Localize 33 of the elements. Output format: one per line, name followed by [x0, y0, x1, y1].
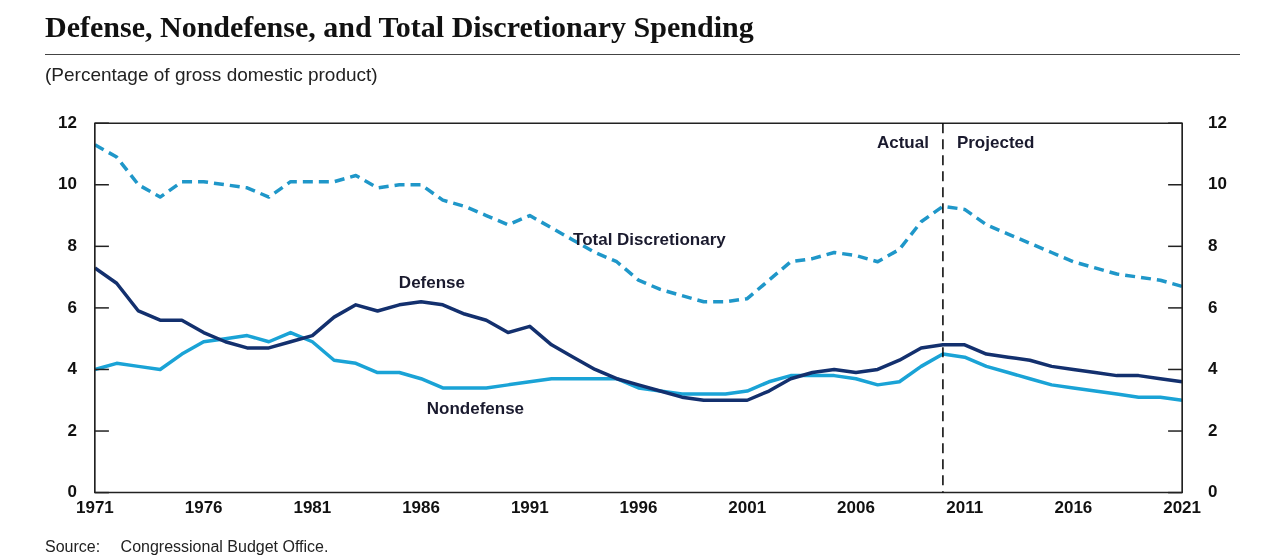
x-tick-label: 2011	[946, 498, 984, 518]
y-tick-label: 8	[67, 236, 77, 256]
y-tick-label: 4	[67, 359, 78, 379]
x-tick-label: 1986	[402, 498, 440, 518]
annotation: Actual	[876, 132, 929, 152]
series-label: Total Discretionary	[573, 229, 727, 249]
y-tick-label: 10	[57, 174, 77, 194]
y2-tick-label: 0	[1208, 482, 1218, 502]
annotation: Projected	[956, 132, 1035, 152]
x-tick-label: 1981	[293, 498, 332, 518]
x-tick-label: 2006	[837, 498, 875, 518]
y2-tick-label: 2	[1208, 420, 1218, 440]
x-tick-label: 1971	[76, 498, 114, 518]
x-tick-label: 1991	[510, 498, 549, 518]
series-label: Defense	[398, 272, 466, 292]
y-tick-label: 2	[67, 420, 77, 440]
x-tick-label: 2021	[1163, 498, 1201, 518]
y-tick-label: 12	[57, 112, 77, 132]
x-tick-label: 1996	[619, 498, 658, 518]
x-tick-label: 2001	[728, 498, 767, 518]
y-tick-label: 6	[67, 297, 77, 317]
y2-tick-label: 10	[1208, 174, 1228, 194]
chart-subtitle: (Percentage of gross domestic product)	[45, 64, 378, 86]
x-tick-label: 1976	[184, 498, 223, 518]
y2-tick-label: 4	[1208, 359, 1219, 379]
x-tick-label: 2016	[1054, 498, 1093, 518]
y2-tick-label: 6	[1208, 297, 1218, 317]
series-label: Nondefense	[426, 399, 525, 419]
chart-title: Defense, Nondefense, and Total Discretionary Spending	[45, 10, 754, 44]
y2-tick-label: 12	[1208, 112, 1228, 132]
y2-tick-label: 8	[1208, 236, 1218, 256]
source-note: Source: Congressional Budget Office.	[45, 538, 329, 556]
y-tick-label: 0	[67, 482, 77, 502]
